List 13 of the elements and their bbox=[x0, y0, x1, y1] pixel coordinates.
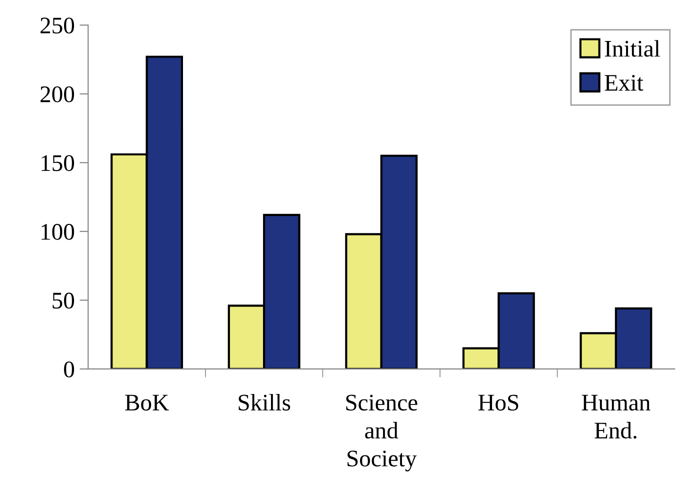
x-tick-label: Science and Society bbox=[346, 394, 418, 472]
y-tick-label: 200 bbox=[40, 86, 74, 102]
y-tick-label: 100 bbox=[42, 224, 74, 240]
legend-label: Initial bbox=[604, 40, 660, 57]
legend-label: Exit bbox=[604, 74, 644, 91]
x-tick-label: HoS bbox=[478, 394, 518, 411]
y-tick-label: 0 bbox=[64, 361, 74, 378]
x-tick-label: BoK bbox=[125, 394, 169, 411]
y-tick-label: 250 bbox=[40, 18, 74, 34]
x-tick-label: Human End. bbox=[582, 394, 650, 439]
y-tick-label: 50 bbox=[52, 292, 74, 309]
x-tick-label: Skills bbox=[238, 394, 290, 411]
y-tick-label: 150 bbox=[42, 155, 74, 172]
